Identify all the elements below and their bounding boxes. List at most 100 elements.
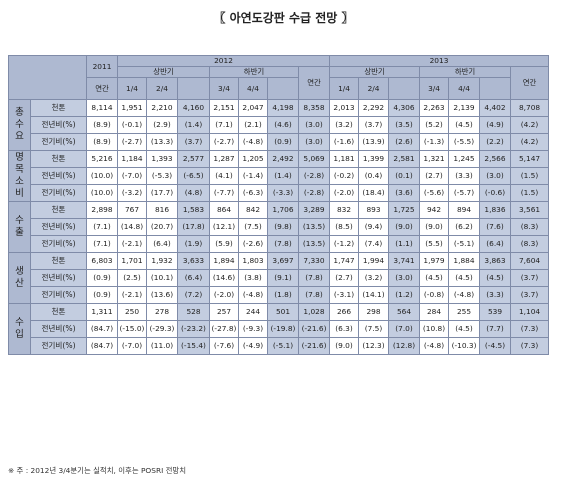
- data-cell: (-9.3): [238, 320, 268, 338]
- data-cell: (1.1): [388, 235, 421, 253]
- data-cell: 767: [117, 201, 147, 219]
- data-cell: 894: [448, 201, 481, 219]
- data-cell: (-10.3): [448, 337, 481, 355]
- data-cell: 1,725: [388, 201, 421, 219]
- header-2013-annual: 연간: [510, 66, 550, 100]
- data-cell: 284: [419, 303, 450, 321]
- data-cell: (1.5): [510, 167, 550, 185]
- data-cell: 564: [388, 303, 421, 321]
- row-label: 천톤: [30, 252, 87, 270]
- data-cell: (7.8): [267, 235, 299, 253]
- data-cell: (6.4): [479, 235, 512, 253]
- table-row: 전년비(%) (8.9) (-0.1) (2.9) (1.4) (7.1) (2.1) (4.…: [9, 116, 550, 134]
- data-cell: 3,741: [388, 252, 421, 270]
- table-row: 총수요 천톤 8,114 1,951 2,210 4,160 2,151 2,047 4,198…: [8, 99, 550, 151]
- data-cell: (3.3): [448, 167, 481, 185]
- data-cell: (7.7): [479, 320, 512, 338]
- header-2012-h2-total: [267, 77, 299, 100]
- data-cell: (13.5): [297, 235, 331, 253]
- data-cell: 1,245: [448, 150, 481, 168]
- section-label: 수입: [8, 303, 31, 355]
- data-cell: 5,069: [297, 150, 331, 168]
- table-row: 전기비(%) (0.9) (-2.1) (13.6) (7.2) (-2.0) (-4.8)…: [9, 286, 550, 304]
- table-row: 수입 천톤 1,311 250 278 528 257 244 501 1,028 266 298 56…: [8, 303, 550, 355]
- data-cell: (17.7): [146, 184, 178, 202]
- data-cell: (13.3): [146, 133, 178, 151]
- data-cell: (3.0): [388, 269, 421, 287]
- data-cell: 1,894: [209, 252, 239, 270]
- data-cell: (4.5): [479, 269, 512, 287]
- data-cell: (7.8): [297, 269, 331, 287]
- data-cell: 2,292: [358, 99, 390, 117]
- row-label: 전년비(%): [30, 218, 87, 236]
- data-cell: (-0.2): [329, 167, 360, 185]
- data-cell: 942: [419, 201, 450, 219]
- data-cell: (-21.6): [297, 337, 331, 355]
- data-cell: 278: [146, 303, 178, 321]
- data-cell: (12.8): [388, 337, 421, 355]
- data-cell: (-1.2): [329, 235, 360, 253]
- data-cell: (-5.7): [448, 184, 481, 202]
- row-label: 천톤: [30, 303, 87, 321]
- row-label: 천톤: [30, 150, 87, 168]
- data-cell: (4.5): [448, 269, 481, 287]
- data-cell: (-4.8): [419, 337, 450, 355]
- data-cell: (9.1): [267, 269, 299, 287]
- data-cell: 2,151: [209, 99, 239, 117]
- data-cell: (10.0): [86, 167, 118, 185]
- data-cell: (2.5): [117, 269, 147, 287]
- table-row: 전년비(%) (84.7) (-15.0) (-29.3) (-23.2) (-27.8)…: [9, 320, 550, 338]
- data-cell: (-1.4): [238, 167, 268, 185]
- data-cell: (1.5): [510, 184, 550, 202]
- data-cell: 1,701: [117, 252, 147, 270]
- table-row: 수출 천톤 2,898 767 816 1,583 864 842 1,706 3,289 832 8…: [8, 201, 550, 253]
- data-cell: 816: [146, 201, 178, 219]
- data-cell: 1,321: [419, 150, 450, 168]
- data-cell: (9.0): [419, 218, 450, 236]
- header-2013-second-half: 하반기: [419, 66, 512, 78]
- table-title: 〖 아연도강판 수급 전망 〗: [213, 11, 354, 25]
- data-cell: (5.9): [209, 235, 239, 253]
- data-cell: 5,147: [510, 150, 550, 168]
- data-cell: 1,104: [510, 303, 550, 321]
- row-label: 전기비(%): [30, 235, 87, 253]
- data-cell: (7.2): [177, 286, 210, 304]
- header-2013-h2-total: [479, 77, 512, 100]
- data-cell: 4,198: [267, 99, 299, 117]
- data-cell: 257: [209, 303, 239, 321]
- data-cell: (3.2): [358, 269, 390, 287]
- data-cell: (-5.6): [419, 184, 450, 202]
- data-cell: (20.7): [146, 218, 178, 236]
- data-cell: 1,979: [419, 252, 450, 270]
- data-cell: (-29.3): [146, 320, 178, 338]
- data-cell: (1.8): [267, 286, 299, 304]
- data-cell: 4,160: [177, 99, 210, 117]
- data-cell: (13.6): [146, 286, 178, 304]
- data-cell: 832: [329, 201, 360, 219]
- row-label: 전년비(%): [30, 116, 87, 134]
- header-2013-year: 2013: [329, 55, 550, 67]
- data-cell: (7.1): [209, 116, 239, 134]
- data-cell: 1,028: [297, 303, 331, 321]
- header-2012-second-half: 하반기: [209, 66, 299, 78]
- data-cell: (13.5): [297, 218, 331, 236]
- data-cell: (10.0): [86, 184, 118, 202]
- data-cell: 3,561: [510, 201, 550, 219]
- data-cell: (14.1): [358, 286, 390, 304]
- data-cell: (4.6): [267, 116, 299, 134]
- data-cell: (-4.8): [238, 286, 268, 304]
- data-cell: (13.9): [358, 133, 390, 151]
- header-2012-first-half: 상반기: [117, 66, 210, 78]
- data-cell: (-7.0): [117, 167, 147, 185]
- data-cell: 2,210: [146, 99, 178, 117]
- data-cell: (8.9): [86, 116, 118, 134]
- header-2012-h1-total: [177, 77, 210, 100]
- data-cell: 1,205: [238, 150, 268, 168]
- data-cell: (7.4): [358, 235, 390, 253]
- data-cell: (-7.7): [209, 184, 239, 202]
- data-cell: (-0.1): [117, 116, 147, 134]
- data-cell: (4.8): [177, 184, 210, 202]
- data-cell: (-2.0): [329, 184, 360, 202]
- data-cell: (7.3): [510, 337, 550, 355]
- data-cell: (3.0): [297, 116, 331, 134]
